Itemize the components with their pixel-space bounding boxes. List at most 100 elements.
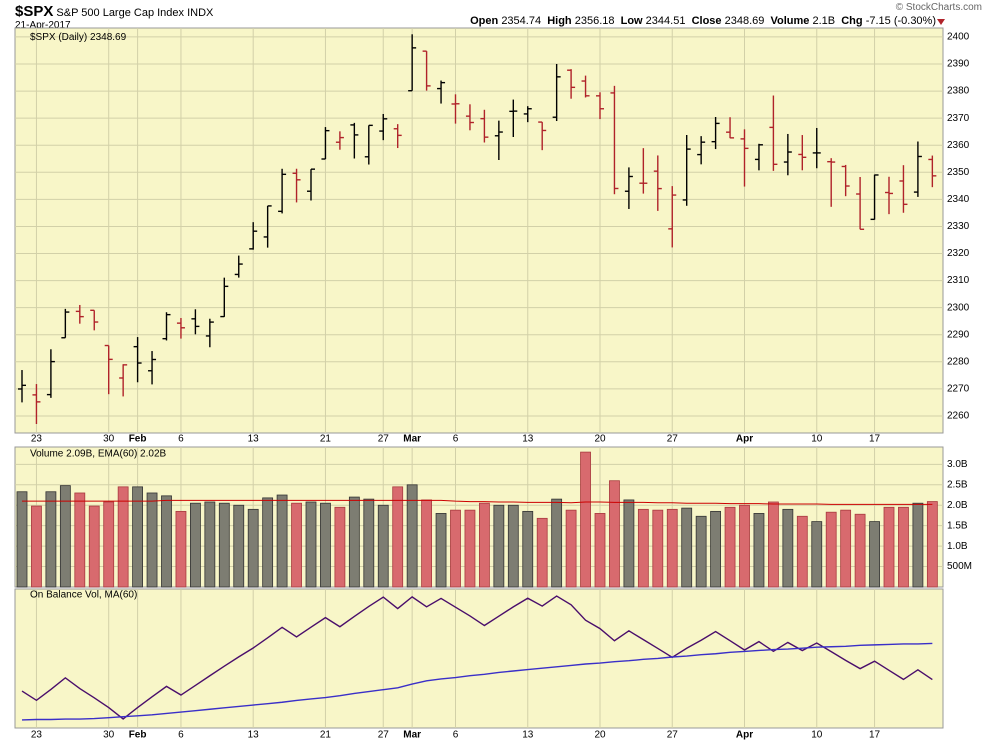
ema-line	[22, 499, 933, 505]
volume-bar	[551, 498, 563, 588]
y-tick-label: 500M	[947, 561, 972, 572]
stat-label: Volume	[770, 15, 810, 27]
volume-bar	[522, 510, 534, 588]
volume-bar	[16, 491, 28, 588]
x-tick-label: 17	[869, 730, 881, 741]
volume-bar	[869, 521, 880, 588]
volume-bar	[262, 497, 274, 588]
x-tick-label: 20	[594, 434, 606, 445]
x-tick-label: 13	[522, 730, 534, 741]
volume-bar	[681, 507, 693, 588]
y-tick-label: 1.0B	[947, 541, 968, 552]
volume-bar	[464, 509, 476, 588]
stats: Open 2354.74 High 2356.18 Low 2344.51 Cl…	[470, 15, 936, 27]
x-tick-label: 13	[522, 434, 534, 445]
stat-value: 2354.74	[501, 15, 542, 27]
volume-bar	[247, 508, 259, 588]
volume-bar	[898, 506, 909, 588]
stat-value: -7.15 (-0.30%)	[865, 15, 936, 27]
y-tick-label: 2370	[947, 113, 970, 124]
volume-bar	[753, 513, 765, 588]
volume-bar	[132, 486, 144, 588]
volume-bar	[189, 502, 201, 588]
legend-value: 2348.69	[90, 32, 127, 43]
x-tick-label: 27	[378, 730, 390, 741]
legend: On Balance Vol, MA(60)	[30, 590, 137, 601]
stat-value: 2348.69	[724, 15, 765, 27]
volume-bar	[724, 506, 736, 588]
volume-bar	[782, 508, 794, 588]
volume-bar	[695, 515, 707, 588]
series-line	[21, 642, 933, 721]
y-tick-label: 2290	[947, 329, 970, 340]
x-tick-label: 17	[869, 434, 881, 445]
date: 21-Apr-2017	[15, 20, 71, 31]
volume-bar	[31, 505, 42, 588]
x-tick-label: 6	[178, 730, 184, 741]
x-tick-label: 30	[103, 730, 115, 741]
volume-bar	[435, 513, 447, 588]
volume-bar	[854, 513, 866, 588]
volume-bar	[536, 517, 548, 588]
x-tick-label: 21	[320, 730, 332, 741]
credit: © StockCharts.com	[895, 2, 982, 13]
y-tick-label: 1.5B	[947, 520, 968, 531]
x-tick-label: 10	[811, 434, 823, 445]
y-tick-label: 2400	[947, 32, 970, 43]
volume-bar	[926, 501, 938, 588]
volume-bar	[291, 502, 302, 588]
y-tick-label: 2310	[947, 275, 970, 286]
volume-bar	[363, 498, 375, 588]
x-tick-label: 27	[667, 434, 679, 445]
volume-bar	[710, 510, 721, 588]
legend-title: $SPX (Daily)	[30, 32, 87, 43]
x-tick-label: 6	[453, 434, 459, 445]
symbol: $SPX	[15, 3, 54, 20]
y-tick-label: 2380	[947, 86, 970, 97]
volume-bar	[478, 502, 490, 588]
x-tick-label: 23	[31, 730, 43, 741]
volume-bar	[74, 492, 86, 588]
volume-bar	[493, 504, 505, 588]
x-tick-label: Feb	[129, 730, 147, 741]
legend: $SPX (Daily) 2348.69	[30, 32, 127, 43]
volume-bar	[103, 501, 115, 588]
series-line	[21, 595, 933, 720]
stat-value: 2356.18	[574, 15, 615, 27]
volume-bar	[507, 504, 519, 588]
volume-bar	[840, 509, 852, 588]
volume-bar	[146, 492, 158, 588]
symbol-line: $SPX S&P 500 Large Cap Index INDX	[15, 3, 213, 20]
volume-bar	[320, 502, 331, 588]
y-tick-label: 3.0B	[947, 459, 968, 470]
y-tick-label: 2300	[947, 302, 970, 313]
x-tick-label: 30	[103, 434, 115, 445]
x-tick-label: 20	[594, 730, 606, 741]
volume-bar	[233, 504, 245, 588]
volume-bar	[117, 486, 129, 588]
panel-bg	[14, 588, 944, 729]
volume-bar	[421, 499, 433, 588]
volume-bar	[739, 504, 750, 588]
volume-bar	[161, 495, 172, 588]
y-tick-label: 2270	[947, 384, 970, 395]
volume-bar	[912, 502, 924, 588]
x-tick-label: 21	[320, 434, 332, 445]
y-tick-label: 2360	[947, 140, 970, 151]
stat-label: Low	[620, 15, 643, 27]
volume-bar	[883, 506, 895, 588]
volume-bar	[406, 484, 418, 588]
volume-bar	[59, 485, 71, 588]
y-tick-label: 2320	[947, 248, 970, 259]
volume-bar	[637, 508, 649, 588]
volume-bar	[348, 496, 360, 588]
panel-bg	[14, 27, 944, 434]
y-tick-label: 2.0B	[947, 500, 968, 511]
volume-bar	[652, 509, 664, 588]
volume-bar	[811, 521, 823, 588]
stat-label: High	[547, 15, 572, 27]
volume-bar	[609, 480, 620, 588]
x-tick-label: Mar	[403, 730, 421, 741]
